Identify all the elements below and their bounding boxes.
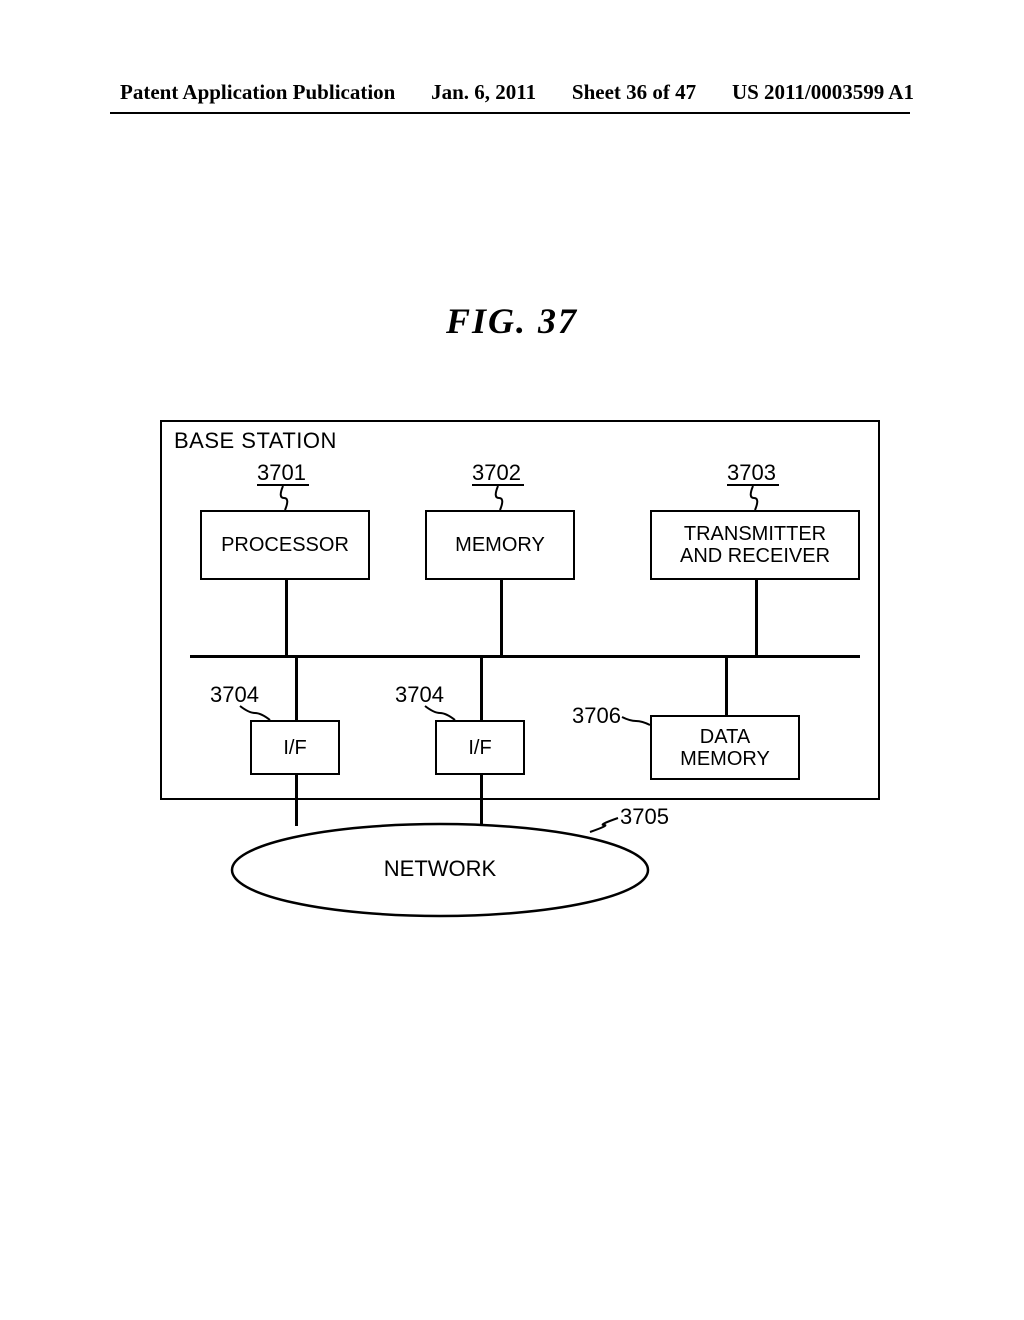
leader-line [234, 700, 276, 726]
connector [480, 655, 483, 720]
header-sheet: Sheet 36 of 47 [572, 80, 696, 105]
block-if2: I/F [435, 720, 525, 775]
header-rule [110, 112, 910, 114]
network-label: NETWORK [230, 856, 650, 882]
block-memory: MEMORY [425, 510, 575, 580]
header-left: Patent Application Publication [120, 80, 395, 105]
leader-line [616, 711, 656, 731]
block-diagram: BASE STATION PROCESSOR3701MEMORY3702TRAN… [160, 420, 880, 920]
figure-caption: FIG. 37 [0, 300, 1024, 342]
connector [480, 775, 483, 826]
page-header: Patent Application Publication Jan. 6, 2… [0, 80, 1024, 105]
header-date: Jan. 6, 2011 [431, 80, 536, 105]
connector [755, 580, 758, 655]
connector [295, 655, 298, 720]
leader-line [584, 812, 624, 838]
header-right: US 2011/0003599 A1 [732, 80, 914, 105]
connector [500, 580, 503, 655]
leader-line [492, 480, 506, 516]
connector [285, 580, 288, 655]
base-station-label: BASE STATION [174, 428, 337, 454]
ref-datamem: 3706 [572, 703, 621, 729]
leader-line [277, 480, 291, 516]
block-processor: PROCESSOR [200, 510, 370, 580]
block-datamem: DATAMEMORY [650, 715, 800, 780]
connector [295, 775, 298, 826]
leader-line [747, 480, 761, 516]
block-if1: I/F [250, 720, 340, 775]
leader-line [419, 700, 461, 726]
block-txrx: TRANSMITTERAND RECEIVER [650, 510, 860, 580]
bus-line [190, 655, 860, 658]
connector [725, 655, 728, 715]
ref-network: 3705 [620, 804, 669, 830]
